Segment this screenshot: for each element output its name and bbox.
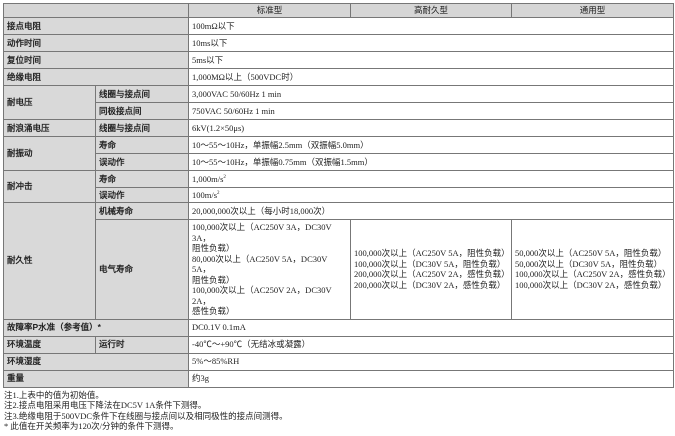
table-row: 接点电阻 100mΩ以下 bbox=[3, 17, 674, 35]
sub-label: 寿命 bbox=[95, 170, 189, 188]
line: 100,000次以上（AC250V 2A，DC30V 2A， bbox=[192, 285, 332, 306]
table-row: 耐浪涌电压 线圈与接点间 6kV(1.2×50μs) bbox=[3, 119, 674, 137]
table-row: 耐振动 寿命 10～55～10Hz，单振幅2.5mm（双振幅5.0mm） bbox=[3, 136, 674, 171]
note: 注1.上表中的值为初始值。 bbox=[4, 389, 104, 400]
row-value: DC0.1V 0.1mA bbox=[188, 318, 674, 337]
table-row: 环境湿度 5%～85%RH bbox=[3, 352, 674, 371]
spec-table: 标准型 高耐久型 通用型 接点电阻 100mΩ以下 动作时间 10ms以下 复位时间… bbox=[3, 3, 674, 388]
sub-label: 电气寿命 bbox=[95, 219, 189, 320]
value-text: 100m/s bbox=[192, 189, 218, 200]
row-value: 10ms以下 bbox=[188, 34, 674, 52]
header-row: 标准型 高耐久型 通用型 bbox=[3, 3, 674, 18]
table-row: 电气寿命 100,000次以上（AC250V 3A，DC30V 3A， 阻性负载）… bbox=[4, 219, 674, 320]
line: 阻性负载） bbox=[192, 274, 235, 285]
row-label: 重量 bbox=[3, 369, 189, 388]
table-row: 耐冲击 寿命 1,000m/s2 bbox=[3, 170, 674, 203]
note: 注2.接点电阻采用电压下降法在DC5V 1A条件下测得。 bbox=[4, 400, 207, 410]
superscript: 2 bbox=[217, 190, 220, 196]
sub-label: 同极接点间 bbox=[95, 102, 189, 120]
header-general: 通用型 bbox=[511, 3, 674, 18]
table-row: 复位时间 5ms以下 bbox=[3, 51, 674, 69]
row-label: 环境湿度 bbox=[3, 352, 189, 371]
row-value: 5ms以下 bbox=[188, 51, 674, 69]
line: 100,000次以上（AC250V 2A，感性负载） bbox=[515, 269, 671, 280]
sub-label: 误动作 bbox=[95, 187, 189, 203]
row-value: 约3g bbox=[188, 369, 674, 388]
row-value: 5%～85%RH bbox=[188, 352, 674, 371]
row-label: 耐振动 bbox=[3, 136, 96, 171]
row-value: 100m/s2 bbox=[188, 187, 674, 203]
line: 50,000次以上（AC250V 5A，阻性负载） bbox=[515, 248, 667, 259]
row-label: 耐电压 bbox=[3, 85, 96, 120]
row-label: 故障率P水准（参考值）* bbox=[3, 318, 189, 337]
row-value: 1,000m/s2 bbox=[188, 170, 674, 188]
line: 80,000次以上（AC250V 5A，DC30V 5A， bbox=[192, 253, 328, 275]
note: 注3.绝缘电阻于500VDC条件下在线圈与接点间以及相同极性的接点间测得。 bbox=[4, 410, 288, 421]
line: 50,000次以上（DC30V 5A，阻性负载） bbox=[515, 258, 663, 269]
row-label: 耐久性 bbox=[3, 202, 96, 320]
row-label: 耐浪涌电压 bbox=[3, 119, 96, 137]
superscript: 2 bbox=[223, 174, 226, 180]
table-row: 耐电压 线圈与接点间 3,000VAC 50/60Hz 1 min bbox=[3, 85, 674, 120]
row-value: 100mΩ以下 bbox=[188, 17, 674, 35]
header-high-durability: 高耐久型 bbox=[350, 3, 512, 18]
sub-label: 机械寿命 bbox=[95, 202, 189, 220]
elec-high: 100,000次以上（AC250V 5A，阻性负载） 100,000次以上（DC3… bbox=[350, 219, 512, 320]
line: 200,000次以上（DC30V 2A，感性负载） bbox=[354, 279, 506, 290]
line: 100,000次以上（AC250V 5A，阻性负载） bbox=[354, 248, 510, 259]
header-standard: 标准型 bbox=[188, 3, 351, 18]
row-value: 750VAC 50/60Hz 1 min bbox=[188, 102, 674, 120]
row-value: 3,000VAC 50/60Hz 1 min bbox=[188, 85, 674, 103]
value-text: 1,000m/s bbox=[192, 173, 224, 184]
row-value: 1,000MΩ以上（500VDC时） bbox=[188, 68, 674, 86]
line: 感性负载） bbox=[192, 306, 235, 316]
note: * 此值在开关频率为120次/分钟的条件下测得。 bbox=[4, 421, 179, 431]
table-row: 耐久性 机械寿命 20,000,000次以上（每小时18,000次） bbox=[3, 202, 674, 320]
row-value: 10～55～10Hz，单振幅0.75mm（双振幅1.5mm） bbox=[188, 153, 674, 171]
row-label: 耐冲击 bbox=[3, 170, 96, 203]
header-blank bbox=[3, 3, 189, 18]
table-row: 同极接点间 750VAC 50/60Hz 1 min bbox=[4, 102, 674, 120]
sub-label: 寿命 bbox=[95, 136, 189, 154]
elec-general: 50,000次以上（AC250V 5A，阻性负载） 50,000次以上（DC30V… bbox=[511, 219, 674, 320]
line: 200,000次以上（AC250V 2A，感性负载） bbox=[354, 269, 510, 280]
row-label: 环境温度 bbox=[3, 335, 96, 354]
row-value: 10～55～10Hz，单振幅2.5mm（双振幅5.0mm） bbox=[188, 136, 674, 154]
row-label: 绝缘电阻 bbox=[3, 68, 189, 86]
row-label: 复位时间 bbox=[3, 51, 189, 69]
line: 100,000次以上（AC250V 3A，DC30V 3A， bbox=[192, 222, 332, 243]
table-row: 环境温度 运行时 -40℃～+90℃（无结冰或凝露） bbox=[3, 335, 674, 354]
table-row: 误动作 100m/s2 bbox=[4, 187, 674, 203]
row-value: 20,000,000次以上（每小时18,000次） bbox=[188, 202, 674, 220]
table-row: 动作时间 10ms以下 bbox=[3, 34, 674, 52]
row-value: -40℃～+90℃（无结冰或凝露） bbox=[188, 335, 674, 354]
line: 100,000次以上（DC30V 5A，阻性负载） bbox=[354, 258, 506, 269]
elec-standard: 100,000次以上（AC250V 3A，DC30V 3A， 阻性负载） 80,00… bbox=[188, 219, 351, 320]
table-row: 误动作 10～55～10Hz，单振幅0.75mm（双振幅1.5mm） bbox=[4, 153, 674, 171]
row-value: 6kV(1.2×50μs) bbox=[188, 119, 674, 137]
table-row: 故障率P水准（参考值）* DC0.1V 0.1mA bbox=[3, 318, 674, 337]
row-label: 接点电阻 bbox=[3, 17, 189, 35]
table-row: 绝缘电阻 1,000MΩ以上（500VDC时） bbox=[3, 68, 674, 86]
sub-label: 运行时 bbox=[95, 335, 189, 354]
footnotes: 注1.上表中的值为初始值。 注2.接点电阻采用电压下降法在DC5V 1A条件下测… bbox=[4, 390, 673, 432]
sub-label: 误动作 bbox=[95, 153, 189, 171]
sub-label: 线圈与接点间 bbox=[95, 85, 189, 103]
line: 100,000次以上（DC30V 2A，感性负载） bbox=[515, 279, 667, 290]
line: 阻性负载） bbox=[192, 243, 235, 253]
table-row: 重量 约3g bbox=[3, 369, 674, 388]
sub-label: 线圈与接点间 bbox=[95, 119, 189, 137]
row-label: 动作时间 bbox=[3, 34, 189, 52]
